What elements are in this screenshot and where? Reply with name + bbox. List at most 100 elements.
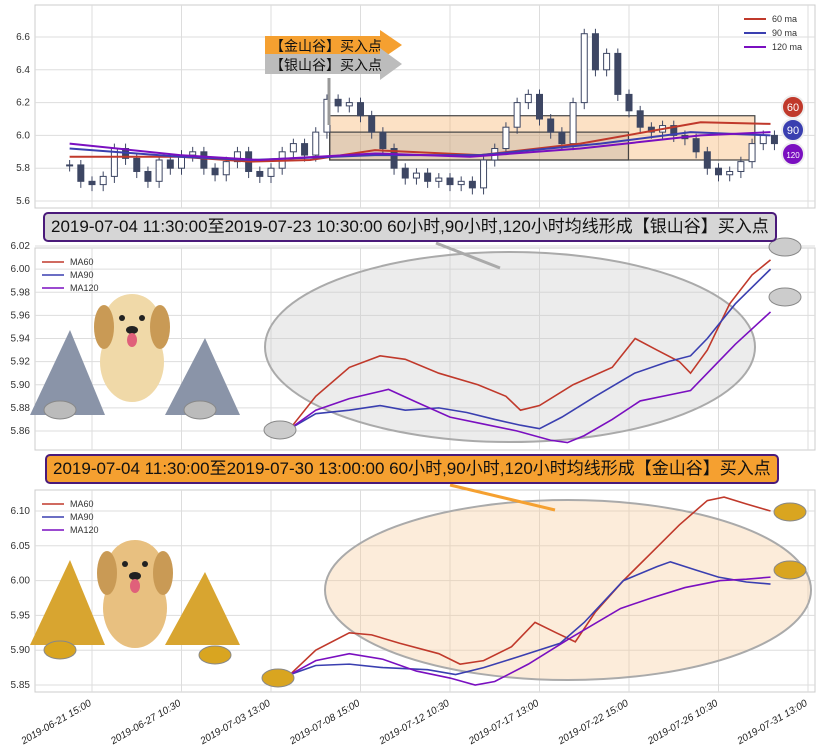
dog-ear-icon <box>94 305 114 349</box>
candle <box>289 143 297 153</box>
candle <box>256 170 264 177</box>
candle <box>312 131 320 156</box>
ma-badge <box>781 142 805 166</box>
legend-label: MA120 <box>70 525 99 535</box>
candle <box>603 52 611 71</box>
golden-dog-icon <box>97 540 173 648</box>
candle <box>468 180 476 189</box>
y-tick-label: 5.90 <box>11 380 31 391</box>
legend-label: 60 ma <box>772 14 797 24</box>
candle <box>580 33 588 104</box>
gold-ingot-icon <box>773 560 807 580</box>
silver-ingot-icon <box>768 237 802 257</box>
ma-badge-label: 120 <box>786 151 800 160</box>
ma-badge <box>781 118 805 142</box>
series-line-ma90 <box>289 560 771 676</box>
candle <box>759 134 767 145</box>
y-tick-label: 6.6 <box>16 32 30 43</box>
candle <box>726 170 734 176</box>
legend-label: 90 ma <box>772 28 797 38</box>
candle <box>222 161 230 176</box>
candle <box>267 167 275 177</box>
x-tick-label: 2019-07-08 15:00 <box>287 698 362 748</box>
dog-ear-icon <box>150 305 170 349</box>
candle <box>155 159 163 182</box>
mountain-icon <box>165 338 240 415</box>
y-tick-label: 5.90 <box>11 645 31 656</box>
candle <box>536 93 543 120</box>
candle <box>547 118 555 133</box>
y-tick-label: 6.4 <box>16 65 30 76</box>
ma-badge-label: 60 <box>787 102 799 114</box>
plot-area-1 <box>34 247 816 451</box>
x-tick-label: 2019-07-17 13:00 <box>466 698 541 748</box>
y-tick-label: 6.0 <box>16 130 30 141</box>
y-tick-label: 6.05 <box>11 541 31 552</box>
series-line-ma120 <box>289 311 772 444</box>
y-tick-label: 5.92 <box>11 357 31 368</box>
candle <box>99 175 107 186</box>
gold-arrow-shape <box>265 30 402 60</box>
dog-ear-icon <box>97 551 117 595</box>
legend-label: MA60 <box>70 257 94 267</box>
gold-pointer-arrow <box>449 483 556 512</box>
legend-label: 120 ma <box>772 42 802 52</box>
ma-badge-label: 90 <box>787 125 799 137</box>
y-tick-label: 5.6 <box>16 196 30 207</box>
series-line-120ma <box>69 131 771 162</box>
gold-valley-banner: 2019-07-04 11:30:00至2019-07-30 13:00:00 … <box>45 454 779 484</box>
golden-dog-icon <box>94 294 170 402</box>
candle <box>670 125 678 136</box>
dog-eye-icon <box>122 561 128 567</box>
y-tick-label: 6.00 <box>11 576 31 587</box>
y-tick-label: 6.00 <box>11 264 31 275</box>
candle <box>368 115 376 133</box>
y-tick-label: 6.2 <box>16 98 30 109</box>
candle <box>636 110 644 128</box>
dog-nose-icon <box>126 326 138 334</box>
silver-pointer-arrow <box>435 241 501 270</box>
candle <box>435 177 443 182</box>
candle <box>569 102 577 145</box>
x-tick-label: 2019-07-12 10:30 <box>377 698 452 748</box>
dog-head-icon <box>104 294 160 350</box>
x-tick-label: 2019-07-03 13:00 <box>198 698 273 748</box>
candle <box>692 138 700 153</box>
gold-ingot-icon <box>773 502 807 522</box>
y-tick-label: 5.94 <box>11 334 31 345</box>
series-line-ma90 <box>289 268 772 430</box>
y-tick-label: 5.95 <box>11 610 31 621</box>
candle <box>591 33 599 71</box>
candle <box>133 157 141 172</box>
legend-label: MA60 <box>70 499 94 509</box>
candle <box>558 131 566 145</box>
series-line-ma60 <box>289 496 771 676</box>
x-tick-label: 2019-07-26 10:30 <box>645 698 720 748</box>
candle <box>379 131 387 150</box>
candle <box>424 172 432 182</box>
silver-ingot-icon <box>263 420 297 440</box>
silver-valley-banner: 2019-07-04 11:30:00至2019-07-23 10:30:00 … <box>43 212 777 242</box>
dog-eye-icon <box>142 561 148 567</box>
candle <box>737 161 745 172</box>
candle <box>345 102 353 107</box>
gold-ingot-icon <box>198 645 232 665</box>
candle <box>625 93 633 112</box>
silver-ingot-icon <box>768 287 802 307</box>
y-tick-label: 5.8 <box>16 163 30 174</box>
gold-arrow-label: 【金山谷】买入点 <box>270 38 382 54</box>
dog-ear-icon <box>153 551 173 595</box>
y-tick-label: 5.88 <box>11 403 31 414</box>
candle <box>301 143 309 156</box>
candle <box>446 177 454 186</box>
legend-label: MA90 <box>70 270 94 280</box>
legend-label: MA90 <box>70 512 94 522</box>
candle <box>770 134 778 145</box>
dog-tongue-icon <box>127 333 137 347</box>
x-tick-label: 2019-06-27 10:30 <box>108 698 183 748</box>
candle <box>144 170 152 182</box>
dog-head-icon <box>107 540 163 596</box>
y-tick-label: 6.02 <box>11 241 31 252</box>
candle <box>748 143 756 163</box>
legend-label: MA120 <box>70 283 99 293</box>
